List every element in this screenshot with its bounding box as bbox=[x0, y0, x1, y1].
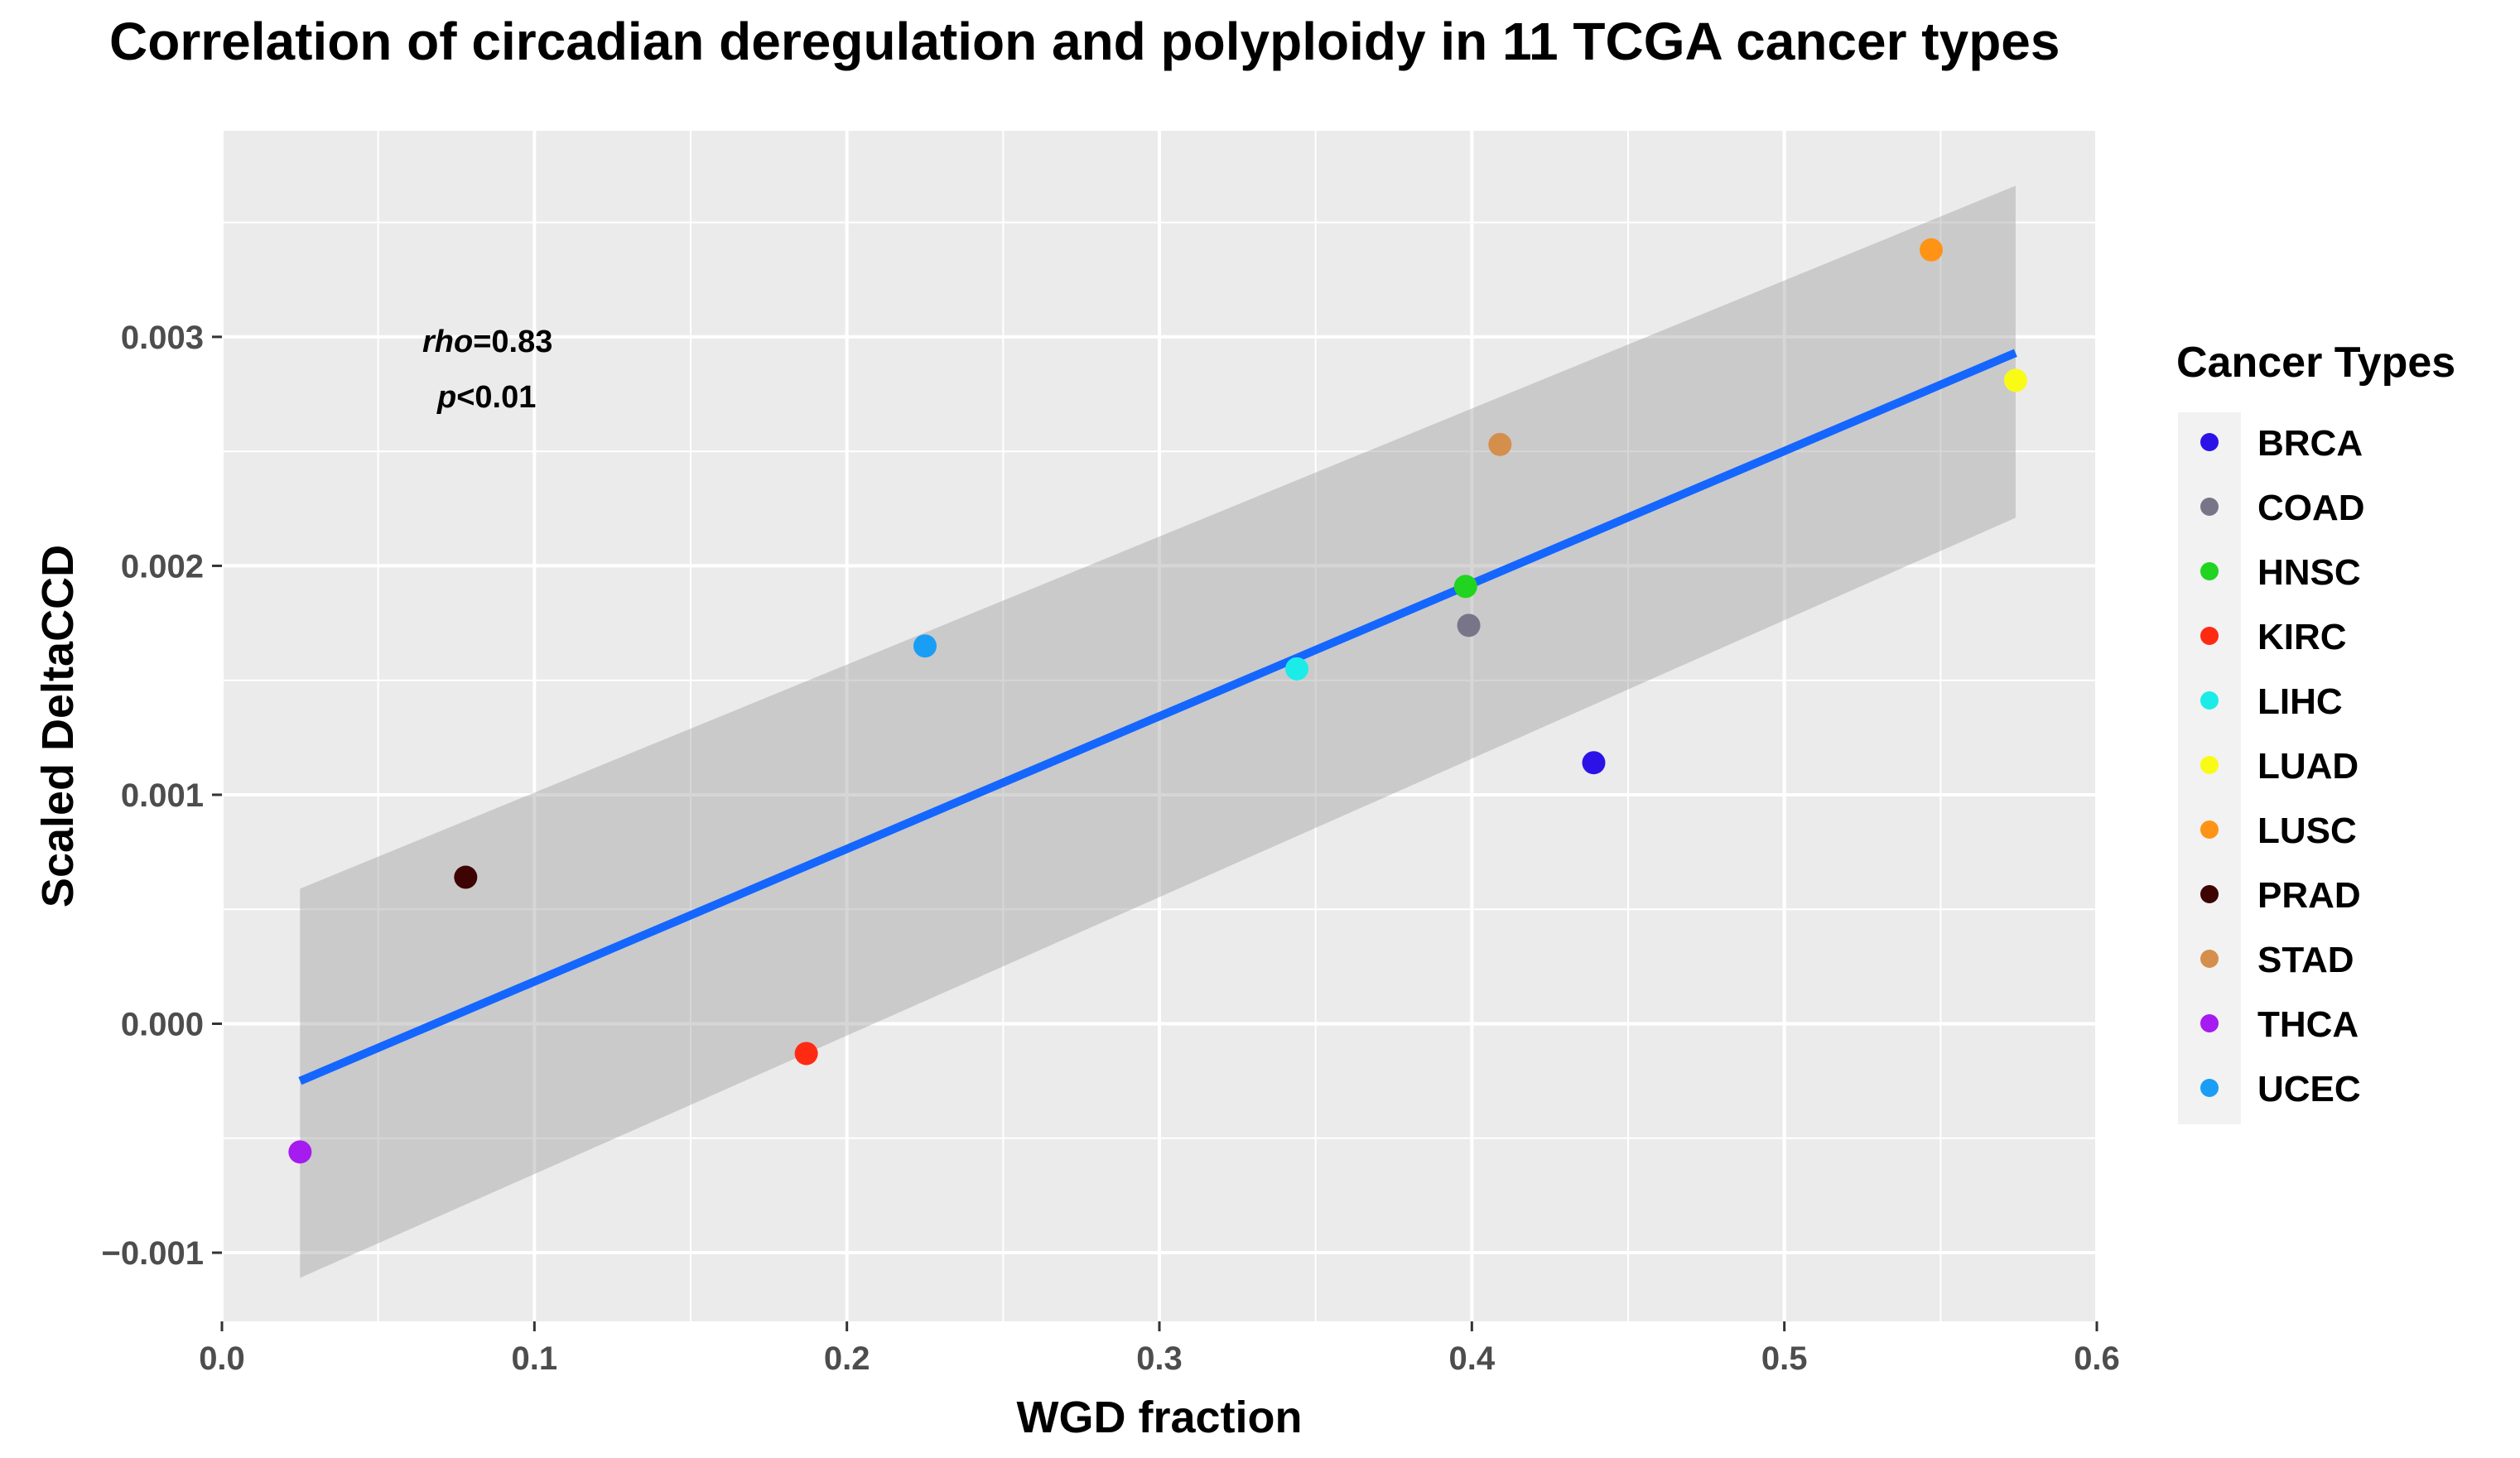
legend-key-lihc bbox=[2200, 691, 2219, 710]
data-point-kirc bbox=[794, 1042, 818, 1066]
confidence-band bbox=[300, 185, 2016, 1278]
y-tick-label: 0.003 bbox=[121, 320, 204, 356]
rho-label: rho bbox=[422, 325, 473, 359]
legend: Cancer Types BRCA COAD HNSC KIRC LIHC LUAD LUS… bbox=[2176, 339, 2455, 1124]
legend-label-thca: THCA bbox=[2257, 1004, 2359, 1045]
regression-line bbox=[298, 349, 2017, 1085]
data-point-hnsc bbox=[1453, 575, 1477, 599]
legend-label-hnsc: HNSC bbox=[2257, 552, 2361, 593]
x-axis-title: WGD fraction bbox=[1017, 1393, 1303, 1442]
legend-key-luad bbox=[2200, 756, 2219, 774]
legend-key-brca bbox=[2200, 433, 2219, 451]
p-value: <0.01 bbox=[456, 380, 536, 415]
correlation-annotation: rho=0.83 p<0.01 bbox=[422, 325, 552, 415]
data-point-thca bbox=[288, 1140, 312, 1164]
x-tick-label: 0.2 bbox=[824, 1340, 870, 1377]
legend-key-ucec bbox=[2200, 1079, 2219, 1097]
major-grid bbox=[220, 131, 2098, 1321]
svg-text:rho=0.83: rho=0.83 bbox=[422, 325, 552, 359]
legend-key-coad bbox=[2200, 498, 2219, 516]
data-point-stad bbox=[1488, 432, 1512, 456]
legend-key-stad bbox=[2200, 950, 2219, 968]
y-tick-label: 0.000 bbox=[121, 1007, 204, 1043]
legend-key-kirc bbox=[2200, 627, 2219, 645]
data-point-ucec bbox=[913, 634, 937, 658]
x-tick-label: 0.3 bbox=[1136, 1340, 1183, 1377]
data-points bbox=[288, 238, 2027, 1164]
legend-label-ucec: UCEC bbox=[2257, 1069, 2361, 1109]
legend-label-lihc: LIHC bbox=[2257, 681, 2343, 722]
y-axis-title: Scaled DeltaCCD bbox=[33, 545, 83, 907]
data-point-lusc bbox=[1920, 238, 1944, 262]
legend-key-lusc bbox=[2200, 820, 2219, 839]
legend-label-coad: COAD bbox=[2257, 488, 2365, 528]
x-tick-label: 0.1 bbox=[512, 1340, 558, 1377]
data-point-lihc bbox=[1285, 657, 1309, 681]
data-point-prad bbox=[454, 865, 478, 889]
chart-title: Correlation of circadian deregulation an… bbox=[109, 12, 2060, 71]
svg-text:p<0.01: p<0.01 bbox=[436, 380, 536, 415]
y-axis-ticks: −0.001 0.000 0.001 0.002 0.003 bbox=[102, 320, 222, 1272]
p-label: p bbox=[436, 380, 456, 415]
x-tick-label: 0.0 bbox=[199, 1340, 245, 1377]
legend-label-luad: LUAD bbox=[2257, 746, 2359, 787]
x-axis-ticks: 0.0 0.1 0.2 0.3 0.4 0.5 0.6 bbox=[199, 1321, 2120, 1377]
x-tick-label: 0.6 bbox=[2074, 1340, 2120, 1377]
legend-key-thca bbox=[2200, 1014, 2219, 1032]
rho-value: =0.83 bbox=[473, 325, 552, 359]
legend-key-hnsc bbox=[2200, 562, 2219, 580]
data-point-coad bbox=[1457, 614, 1481, 638]
legend-label-lusc: LUSC bbox=[2257, 811, 2357, 851]
legend-label-kirc: KIRC bbox=[2257, 617, 2347, 657]
x-tick-label: 0.5 bbox=[1761, 1340, 1808, 1377]
x-tick-label: 0.4 bbox=[1449, 1340, 1496, 1377]
y-tick-label: −0.001 bbox=[102, 1235, 204, 1272]
legend-key-prad bbox=[2200, 885, 2219, 903]
data-point-luad bbox=[2003, 368, 2027, 392]
legend-label-brca: BRCA bbox=[2257, 423, 2363, 464]
y-tick-label: 0.001 bbox=[121, 777, 204, 814]
y-tick-label: 0.002 bbox=[121, 548, 204, 585]
data-point-brca bbox=[1582, 751, 1606, 775]
legend-label-stad: STAD bbox=[2257, 940, 2354, 980]
legend-label-prad: PRAD bbox=[2257, 875, 2361, 916]
legend-title: Cancer Types bbox=[2176, 339, 2455, 387]
